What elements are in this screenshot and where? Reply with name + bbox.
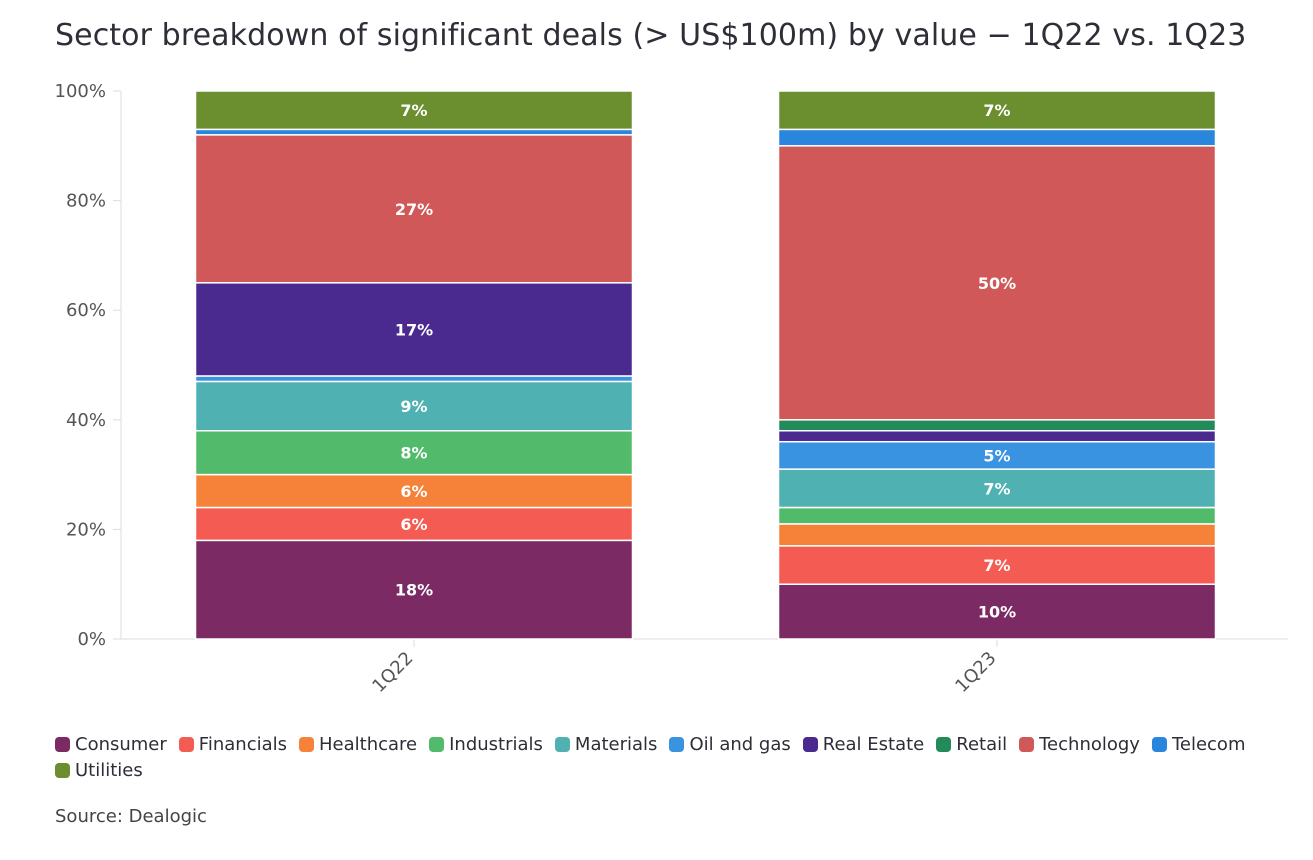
data-label: 17% xyxy=(395,320,433,339)
legend-label: Utilities xyxy=(75,759,143,781)
legend-item-industrials: Industrials xyxy=(429,733,543,755)
y-tick-label: 20% xyxy=(66,519,106,540)
y-tick-label: 60% xyxy=(66,300,106,321)
data-label: 18% xyxy=(395,581,433,600)
legend-item-materials: Materials xyxy=(554,733,658,755)
source-note: Source: Dealogic xyxy=(55,806,207,827)
bar-segment-financials-1q22 xyxy=(194,506,634,542)
data-label: 7% xyxy=(983,101,1010,120)
bar-segment-financials-1q23 xyxy=(777,545,1217,585)
data-label: 6% xyxy=(400,515,427,534)
legend-label: Retail xyxy=(956,733,1008,755)
legend-swatch xyxy=(936,736,952,752)
bar-segment-oil-and-gas-1q23 xyxy=(777,440,1217,470)
legend-label: Oil and gas xyxy=(689,733,791,755)
legend-label: Healthcare xyxy=(319,733,418,755)
y-tick-label: 0% xyxy=(77,629,106,650)
legend-item-healthcare: Healthcare xyxy=(299,733,417,755)
bar-segment-materials-1q22 xyxy=(194,380,634,432)
legend-item-telecom: Telecom xyxy=(1151,733,1246,755)
chart-title: Sector breakdown of significant deals (>… xyxy=(55,18,1247,53)
legend-item-real-estate: Real Estate xyxy=(802,733,925,755)
data-label: 5% xyxy=(983,446,1010,465)
legend-item-oil-and-gas: Oil and gas xyxy=(669,733,791,755)
data-label: 7% xyxy=(400,101,427,120)
legend-item-technology: Technology xyxy=(1019,733,1140,755)
legend-item-utilities: Utilities xyxy=(55,759,143,781)
legend-item-consumer: Consumer xyxy=(55,733,167,755)
legend-swatch xyxy=(429,736,445,752)
bar-segment-real-estate-1q23 xyxy=(777,430,1217,443)
bar-segment-telecom-1q22 xyxy=(194,128,634,136)
bar-segment-oil-and-gas-1q22 xyxy=(194,375,634,383)
data-labels: 18% 6% 6% 8% 9% 17% 27% 7% 10% 7% 7% 5% 50% 7% xyxy=(395,101,1016,621)
bar-segment-consumer-1q22 xyxy=(194,539,634,640)
legend-swatch xyxy=(299,736,314,752)
legend-swatch xyxy=(802,736,818,752)
legend-label: Technology xyxy=(1039,733,1140,755)
legend-label: Materials xyxy=(574,733,658,755)
data-label: 10% xyxy=(978,603,1016,622)
data-label: 50% xyxy=(978,274,1016,293)
legend-swatch xyxy=(1151,736,1167,752)
legend-item-retail: Retail xyxy=(936,733,1007,755)
y-tick-label: 80% xyxy=(66,191,106,212)
legend-swatch xyxy=(1019,736,1035,752)
data-label: 9% xyxy=(400,397,427,416)
bar-segment-utilities-1q23 xyxy=(777,90,1217,131)
bar-segment-healthcare-1q23 xyxy=(777,523,1217,547)
bar-segment-retail-1q23 xyxy=(777,419,1217,432)
bars xyxy=(194,90,1217,640)
bar-segment-healthcare-1q22 xyxy=(194,473,634,509)
legend-label: Financials xyxy=(198,733,287,755)
bar-segment-industrials-1q23 xyxy=(777,506,1217,525)
legend-label: Telecom xyxy=(1171,733,1246,755)
x-category-label: 1Q23 xyxy=(951,648,1000,697)
legend-label: Real Estate xyxy=(822,733,925,755)
bar-segment-telecom-1q23 xyxy=(777,128,1217,147)
legend-swatch xyxy=(55,762,70,778)
legend-swatch xyxy=(669,736,685,752)
data-label: 6% xyxy=(400,482,427,501)
legend: Consumer Financials Healthcare Industrials M… xyxy=(55,733,1295,781)
legend-swatch xyxy=(178,736,194,752)
legend-label: Consumer xyxy=(75,733,167,755)
x-category-label: 1Q22 xyxy=(368,648,417,697)
legend-item-financials: Financials xyxy=(178,733,287,755)
bar-segment-real-estate-1q22 xyxy=(194,282,634,377)
y-tick-label: 40% xyxy=(66,410,106,431)
data-label: 27% xyxy=(395,200,433,219)
data-label: 7% xyxy=(983,479,1010,498)
bar-segment-technology-1q22 xyxy=(194,134,634,284)
data-label: 7% xyxy=(983,556,1010,575)
bar-segment-industrials-1q22 xyxy=(194,430,634,476)
bar-segment-technology-1q23 xyxy=(777,145,1217,421)
legend-label: Industrials xyxy=(449,733,543,755)
y-tick-label: 100% xyxy=(55,81,106,102)
legend-swatch xyxy=(55,736,70,752)
legend-swatch xyxy=(554,736,570,752)
data-label: 8% xyxy=(400,444,427,463)
bar-segment-consumer-1q23 xyxy=(777,583,1217,640)
bar-segment-utilities-1q22 xyxy=(194,90,634,131)
